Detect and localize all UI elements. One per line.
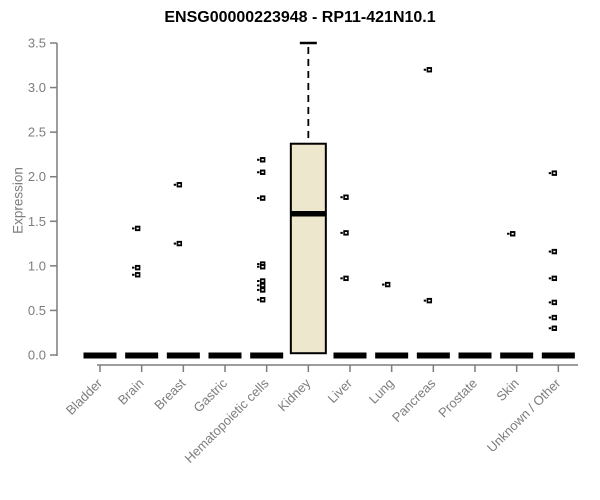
x-tick-label: Brain — [115, 376, 147, 408]
zero-median-bar — [541, 352, 575, 359]
outlier-dash — [548, 250, 552, 253]
zero-median-bar — [500, 352, 534, 359]
outlier-dash — [340, 277, 343, 280]
outlier-dash — [548, 277, 552, 280]
outlier-dash — [132, 227, 135, 230]
outlier-point-center — [553, 301, 556, 304]
zero-median-bar — [375, 352, 409, 359]
x-tick-label: Prostate — [435, 376, 480, 421]
y-tick-label: 2.0 — [28, 169, 46, 184]
outlier-dash — [548, 316, 552, 319]
outlier-point-center — [136, 227, 139, 230]
zero-median-bar — [250, 352, 284, 359]
outlier-dash — [132, 266, 135, 269]
x-tick-label: Gastric — [190, 375, 230, 415]
outlier-point-center — [428, 68, 431, 71]
outlier-point-center — [136, 273, 139, 276]
outlier-point-center — [261, 171, 264, 174]
outlier-dash — [132, 273, 135, 276]
outlier-dash — [257, 158, 260, 161]
outlier-point-center — [553, 250, 556, 253]
outlier-dash — [548, 301, 552, 304]
outlier-point-center — [553, 327, 556, 330]
x-tick-label: Skin — [493, 376, 521, 404]
outlier-dash — [423, 299, 427, 302]
outlier-dash — [257, 298, 260, 301]
outlier-point-center — [261, 289, 264, 291]
x-tick-label: Liver — [325, 375, 356, 406]
outlier-point-center — [511, 232, 514, 235]
y-tick-label: 3.0 — [28, 80, 46, 95]
chart-title: ENSG00000223948 - RP11-421N10.1 — [164, 9, 436, 26]
outlier-dash — [340, 196, 343, 199]
outlier-point-center — [261, 284, 264, 287]
y-tick-label: 3.5 — [28, 36, 46, 51]
outlier-dash — [382, 283, 385, 286]
outlier-point-center — [178, 183, 181, 186]
outlier-dash — [173, 242, 177, 245]
outlier-point-center — [261, 158, 264, 161]
outlier-point-center — [428, 299, 431, 302]
zero-median-bar — [416, 352, 450, 359]
x-tick-label: Unknown / Other — [484, 375, 564, 455]
box-kidney — [289, 142, 327, 355]
outlier-point-center — [386, 283, 389, 286]
zero-median-bar — [333, 352, 367, 359]
outlier-dash — [257, 263, 260, 266]
outlier-dash — [507, 232, 510, 235]
outlier-point-center — [261, 280, 264, 282]
x-tick-label: Breast — [151, 375, 188, 412]
outlier-point-center — [344, 277, 348, 280]
outlier-dash — [257, 265, 260, 268]
outlier-dash — [548, 172, 552, 175]
outlier-dash — [423, 68, 427, 71]
y-tick-label: 1.0 — [28, 258, 46, 273]
outlier-point-center — [136, 266, 139, 269]
outlier-point-center — [344, 196, 348, 199]
x-tick-label: Lung — [366, 376, 397, 407]
x-tick-label: Kidney — [275, 375, 314, 414]
y-tick-label: 2.5 — [28, 125, 46, 140]
zero-median-bar — [125, 352, 159, 359]
zero-median-bar — [83, 352, 117, 359]
x-tick-label: Pancreas — [389, 375, 439, 425]
outlier-point-center — [553, 277, 556, 280]
outlier-dash — [257, 171, 260, 174]
zero-median-bar — [458, 352, 492, 359]
outlier-dash — [257, 280, 260, 283]
outlier-dash — [257, 288, 260, 291]
outlier-point-center — [344, 232, 348, 234]
outlier-point-center — [553, 316, 556, 319]
outlier-point-center — [553, 172, 556, 174]
zero-median-bar — [208, 352, 242, 359]
outlier-point-center — [178, 242, 181, 245]
outlier-point-center — [261, 265, 264, 268]
outlier-dash — [173, 183, 177, 186]
outlier-point-center — [261, 197, 264, 199]
outlier-dash — [257, 197, 260, 200]
outlier-dash — [257, 284, 260, 287]
outlier-dash — [340, 231, 343, 234]
outlier-point-center — [261, 298, 264, 301]
outlier-dash — [548, 327, 552, 330]
x-tick-label: Bladder — [63, 375, 106, 418]
y-tick-label: 0.0 — [28, 348, 46, 363]
zero-median-bar — [166, 352, 200, 359]
y-tick-label: 1.5 — [28, 214, 46, 229]
y-tick-label: 0.5 — [28, 303, 46, 318]
